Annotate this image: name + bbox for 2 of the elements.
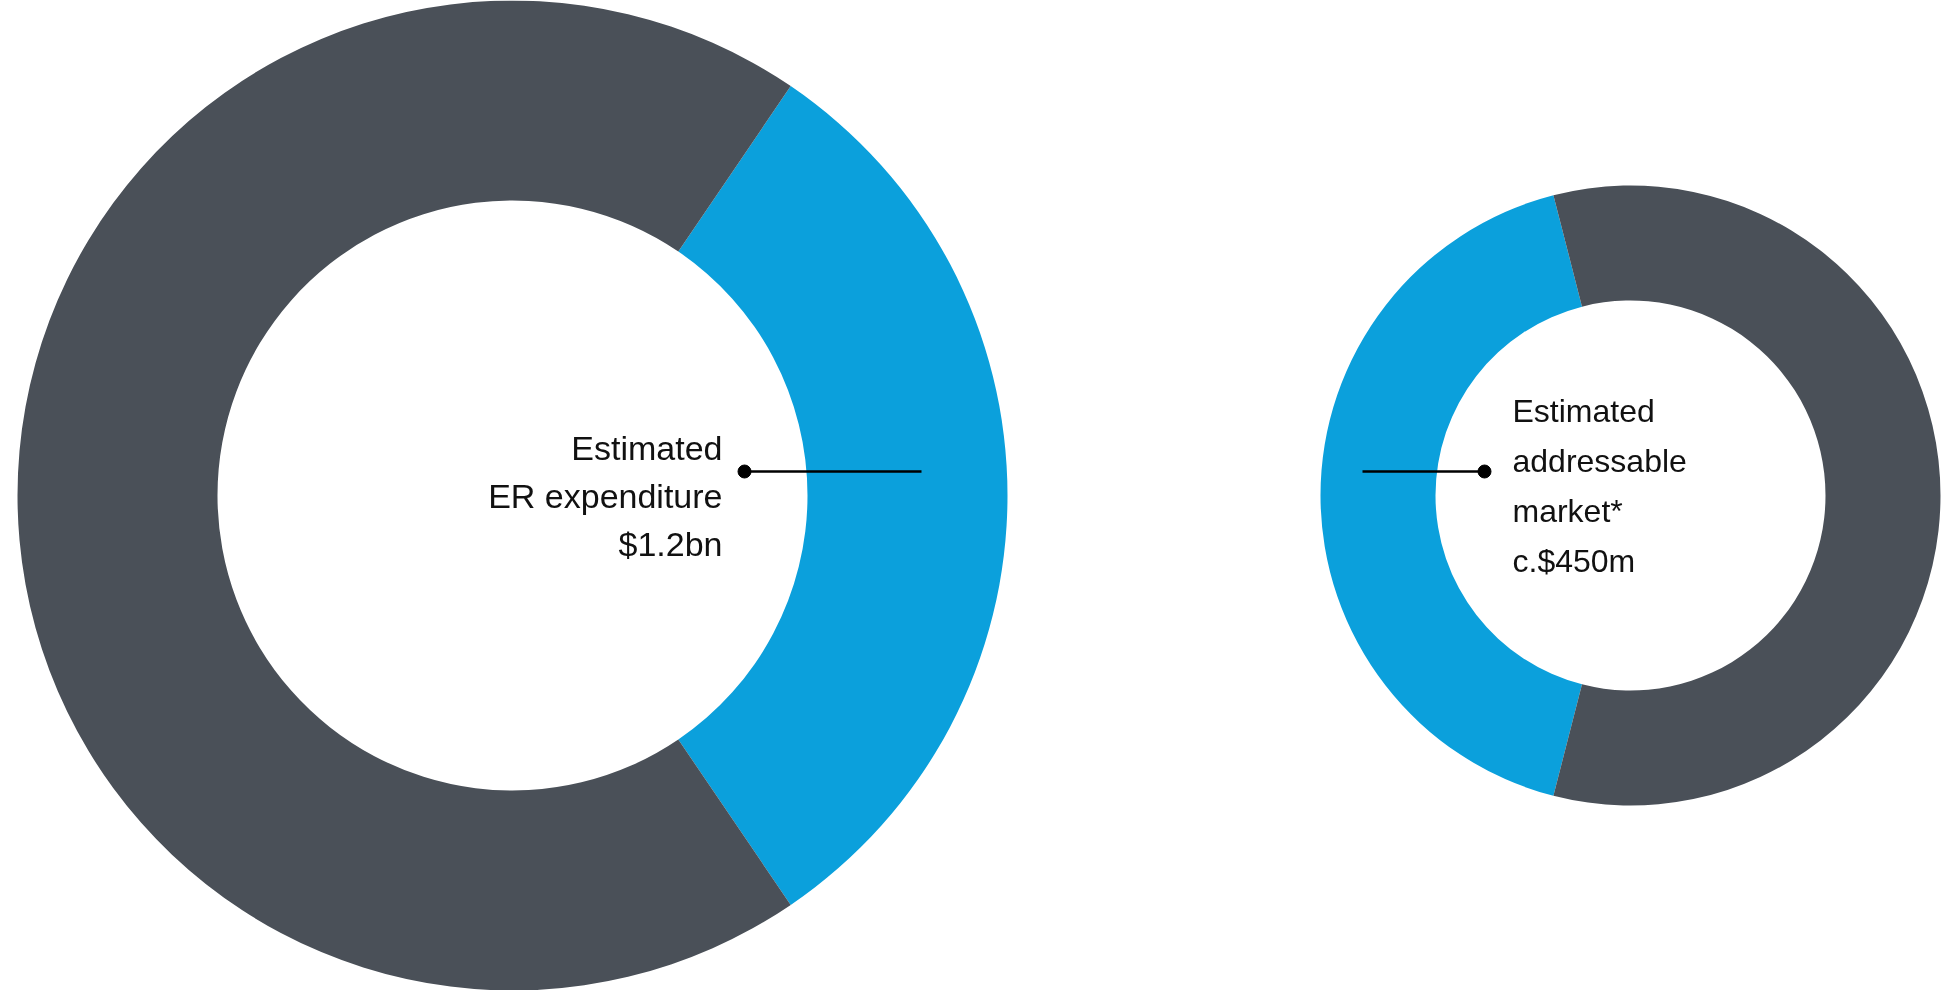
text: Estimated addressable market* c.$450m <box>1512 392 1687 579</box>
text: Estimated ER expenditure $1.2bn <box>488 428 723 563</box>
